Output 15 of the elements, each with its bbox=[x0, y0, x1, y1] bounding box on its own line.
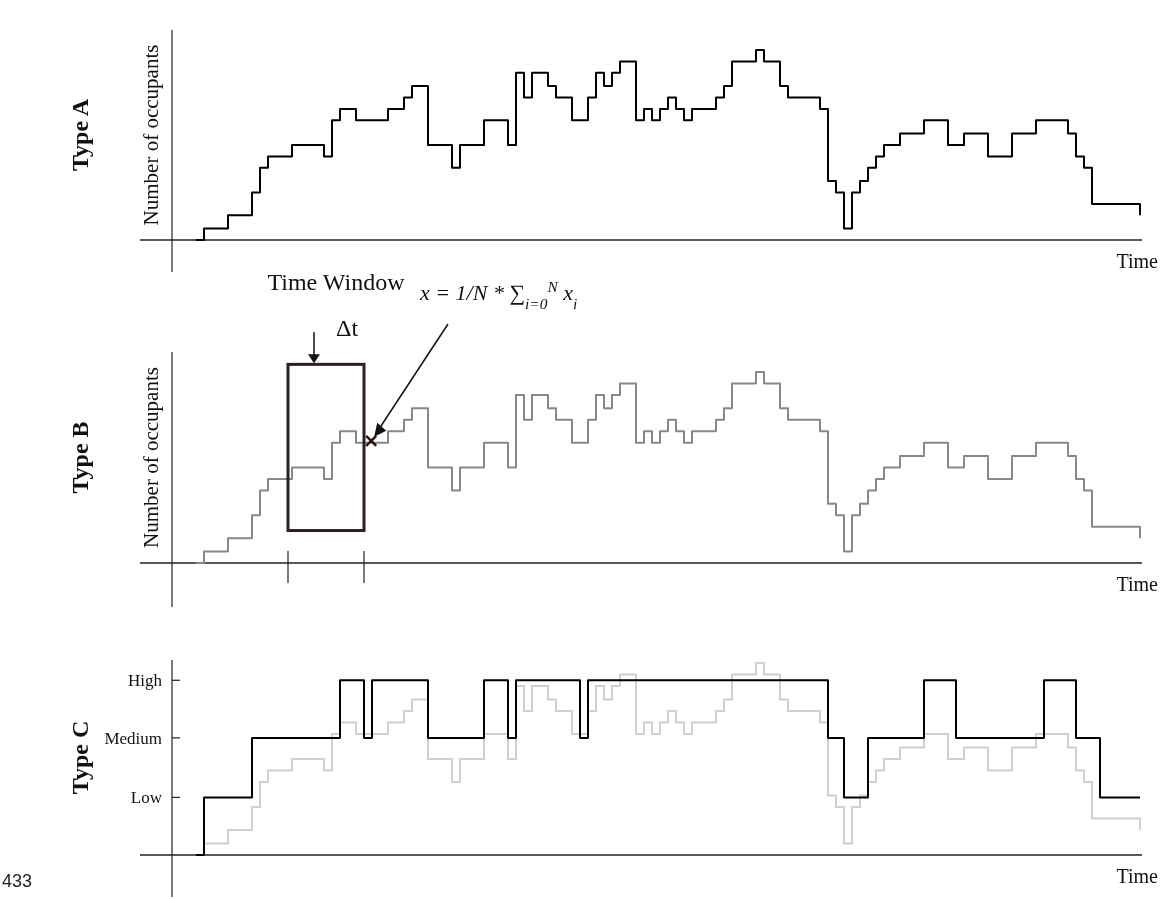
y-axis-title: Number of occupants bbox=[139, 367, 163, 548]
x-axis-title: Time bbox=[1116, 573, 1159, 595]
y-axis-title: Number of occupants bbox=[139, 44, 163, 226]
text: x = 1/N * ∑$_{i=0}$$^{N}$ x$_{i}$ bbox=[419, 277, 578, 312]
x-axis-title: Time bbox=[1116, 865, 1159, 887]
text: Type C bbox=[67, 720, 93, 795]
text: Medium bbox=[104, 728, 162, 748]
text: Δt bbox=[336, 315, 359, 341]
text: Low bbox=[130, 788, 163, 808]
text: 433 bbox=[2, 871, 33, 891]
text: Type B bbox=[67, 421, 93, 494]
x-axis-title: Time bbox=[1116, 250, 1159, 272]
text: Type A bbox=[67, 98, 93, 172]
text: Time Window bbox=[267, 269, 406, 295]
text: High bbox=[128, 671, 163, 691]
